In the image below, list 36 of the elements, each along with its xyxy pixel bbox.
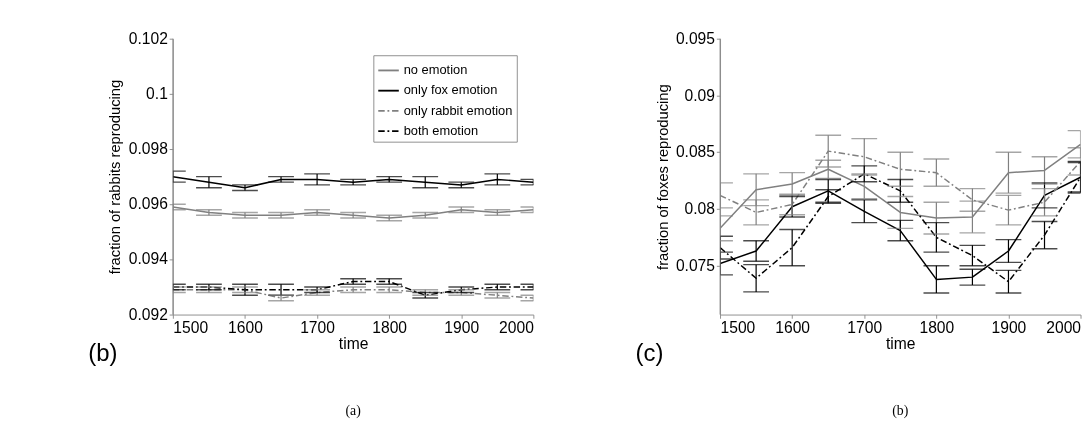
- text: (a): [345, 402, 361, 419]
- x-axis-title: time: [886, 335, 916, 353]
- y-tick-label: 0.098: [128, 140, 169, 158]
- y-tick-label: 0.092: [128, 305, 168, 323]
- x-axis-title: time: [338, 335, 369, 353]
- legend-label: only rabbit emotion: [403, 102, 513, 118]
- x-tick-label: 1500: [720, 318, 756, 336]
- x-tick-label: 1800: [372, 318, 408, 336]
- line-series: [172, 175, 534, 189]
- y-tick-label: 0.094: [128, 250, 169, 268]
- text: (b): [88, 338, 118, 366]
- x-tick-label: 1900: [991, 318, 1027, 336]
- x-tick-label: 1900: [444, 318, 480, 336]
- x-tick-label: 1700: [300, 318, 336, 336]
- y-tick-label: 0.085: [675, 143, 716, 161]
- x-tick-label: 1500: [173, 318, 209, 336]
- y-tick-label: 0.09: [684, 86, 716, 104]
- y-axis-title: fraction of foxes reproducing: [654, 84, 671, 270]
- text: (c): [635, 338, 664, 366]
- y-tick-label: 0.08: [684, 200, 716, 218]
- y-tick-label: 0.102: [128, 29, 168, 47]
- y-axis-title: fraction of rabbits reproducing: [107, 79, 124, 275]
- y-tick-label: 0.096: [128, 195, 168, 213]
- x-tick-label: 1600: [775, 318, 811, 336]
- legend-label: only fox emotion: [403, 82, 498, 98]
- x-tick-label: 1600: [228, 318, 264, 336]
- y-tick-label: 0.095: [675, 29, 716, 47]
- legend-label: no emotion: [403, 62, 468, 78]
- x-tick-label: 2000: [499, 318, 535, 336]
- y-tick-label: 0.075: [675, 256, 716, 274]
- x-tick-label: 1700: [847, 318, 883, 336]
- y-tick-label: 0.1: [146, 84, 168, 102]
- text: (b): [892, 402, 909, 419]
- legend-label: both emotion: [403, 122, 479, 138]
- x-tick-label: 1800: [919, 318, 955, 336]
- x-tick-label: 2000: [1046, 318, 1082, 336]
